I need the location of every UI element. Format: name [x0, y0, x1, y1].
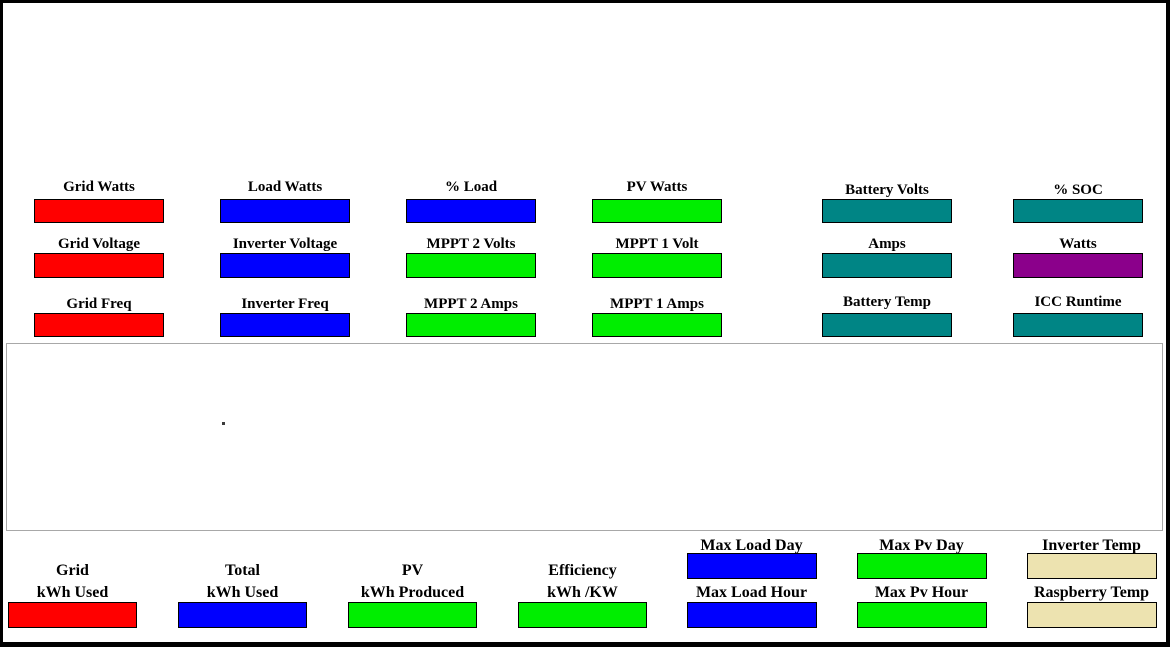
chart-dot-marker: [222, 422, 225, 425]
total-label-grid-line2: kWh Used: [36, 584, 109, 601]
total-box-pv-kwh-produced: [348, 602, 477, 628]
gauge-box-grid-watts: [34, 199, 164, 223]
max-label-load-hour: Max Load Hour: [695, 584, 808, 601]
gauge-box-grid-voltage: [34, 253, 164, 278]
gauge-box-battery-amps: [822, 253, 952, 278]
max-label-load-day: Max Load Day: [700, 537, 803, 554]
gauge-label-load-watts: Load Watts: [247, 179, 323, 195]
gauge-box-battery-volts: [822, 199, 952, 223]
gauge-label-mppt2-volts: MPPT 2 Volts: [426, 236, 516, 252]
max-label-pv-hour: Max Pv Hour: [874, 584, 969, 601]
gauge-label-inverter-freq: Inverter Freq: [241, 296, 329, 312]
max-label-raspberry-temp: Raspberry Temp: [1033, 584, 1150, 601]
gauge-box-mppt2-amps: [406, 313, 536, 337]
gauge-label-inverter-voltage: Inverter Voltage: [232, 236, 338, 252]
total-box-efficiency: [518, 602, 647, 628]
chart-panel: [6, 343, 1163, 531]
gauge-label-battery-volts: Battery Volts: [845, 182, 929, 198]
gauge-label-battery-temp: Battery Temp: [843, 294, 931, 310]
max-box-pv-hour: [857, 602, 987, 628]
gauge-box-icc-runtime: [1013, 313, 1143, 337]
max-box-load-hour: [687, 602, 817, 628]
gauge-box-battery-watts: [1013, 253, 1143, 278]
total-label-pv-line2: kWh Produced: [360, 584, 465, 601]
gauge-label-mppt2-amps: MPPT 2 Amps: [424, 296, 518, 312]
total-label-efficiency-line1: Efficiency: [548, 562, 617, 579]
total-label-pv-line1: PV: [401, 562, 424, 579]
gauge-box-mppt1-volt: [592, 253, 722, 278]
gauge-label-mppt1-amps: MPPT 1 Amps: [610, 296, 704, 312]
gauge-box-soc: [1013, 199, 1143, 223]
total-box-total-kwh-used: [178, 602, 307, 628]
gauge-label-battery-watts: Watts: [1059, 236, 1097, 252]
max-label-inverter-temp: Inverter Temp: [1042, 537, 1141, 554]
gauge-label-icc-runtime: ICC Runtime: [1034, 294, 1122, 310]
gauge-box-percent-load: [406, 199, 536, 223]
gauge-label-grid-freq: Grid Freq: [66, 296, 132, 312]
gauge-box-mppt1-amps: [592, 313, 722, 337]
gauge-box-load-watts: [220, 199, 350, 223]
gauge-label-percent-load: % Load: [444, 179, 498, 195]
gauge-label-mppt1-volt: MPPT 1 Volt: [615, 236, 699, 252]
gauge-box-inverter-voltage: [220, 253, 350, 278]
gauge-box-pv-watts: [592, 199, 722, 223]
gauge-label-battery-amps: Amps: [868, 236, 906, 252]
max-label-pv-day: Max Pv Day: [879, 537, 964, 554]
gauge-box-inverter-freq: [220, 313, 350, 337]
max-box-inverter-temp: [1027, 553, 1157, 579]
gauge-box-mppt2-volts: [406, 253, 536, 278]
total-label-total-line1: Total: [225, 562, 260, 579]
gauge-label-grid-voltage: Grid Voltage: [57, 236, 141, 252]
gauge-box-grid-freq: [34, 313, 164, 337]
total-label-grid-line1: Grid: [56, 562, 89, 579]
max-box-raspberry-temp: [1027, 602, 1157, 628]
gauge-label-grid-watts: Grid Watts: [63, 179, 135, 195]
max-box-load-day: [687, 553, 817, 579]
max-box-pv-day: [857, 553, 987, 579]
gauge-label-soc: % SOC: [1053, 182, 1103, 198]
total-label-efficiency-line2: kWh /KW: [547, 584, 618, 601]
total-box-grid-kwh-used: [8, 602, 137, 628]
total-label-total-line2: kWh Used: [206, 584, 279, 601]
gauge-box-battery-temp: [822, 313, 952, 337]
gauge-label-pv-watts: PV Watts: [626, 179, 688, 195]
